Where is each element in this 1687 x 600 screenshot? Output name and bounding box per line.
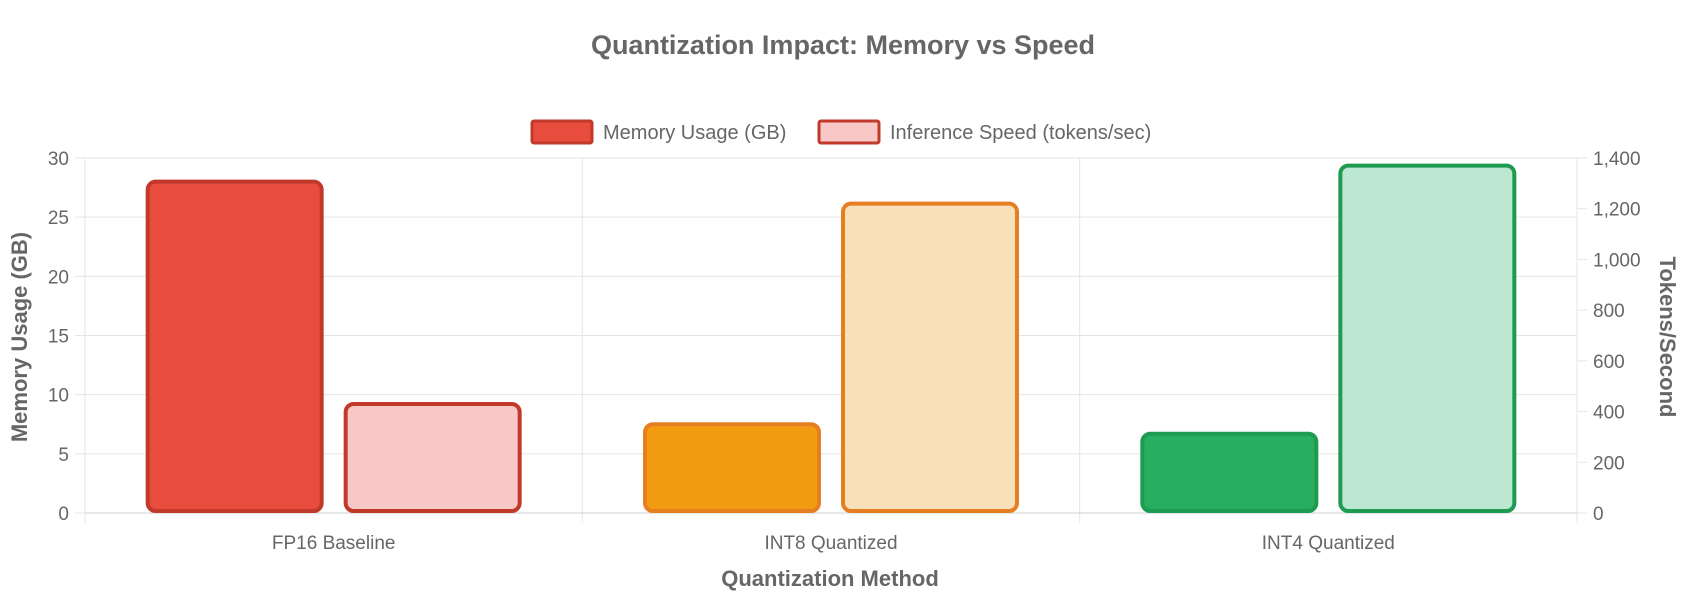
legend-swatch-memory: [530, 119, 594, 145]
bar-memory-2[interactable]: [643, 422, 821, 513]
y-left-tick-label: 20: [48, 267, 69, 288]
x-tick-label: INT4 Quantized: [1262, 533, 1395, 554]
y-right-tick-label: 1,400: [1593, 149, 1641, 170]
y-right-tick-label: 800: [1593, 301, 1625, 322]
y-right-tick-label: 1,000: [1593, 250, 1641, 271]
legend: Memory Usage (GB) Inference Speed (token…: [530, 119, 1151, 145]
y-left-tick-label: 15: [48, 327, 69, 348]
bar-speed-2[interactable]: [841, 201, 1019, 513]
bar-memory-1[interactable]: [145, 179, 324, 514]
x-tick-label: FP16 Baseline: [272, 533, 396, 554]
y-left-tick-label: 25: [48, 208, 69, 229]
y-right-tick-label: 600: [1593, 352, 1625, 373]
bar-speed-3[interactable]: [1338, 163, 1517, 513]
bars: [145, 163, 1517, 514]
y-left-tick-label: 30: [48, 149, 69, 170]
bar-memory-3[interactable]: [1140, 431, 1319, 514]
legend-label-memory: Memory Usage (GB): [603, 122, 786, 144]
y-right-tick-label: 1,200: [1593, 200, 1641, 221]
y-left-tick-label: 10: [48, 386, 69, 407]
y-left-axis-title: Memory Usage (GB): [7, 232, 32, 442]
y-right-axis-title: Tokens/Second: [1655, 257, 1680, 418]
chart-title: Quantization Impact: Memory vs Speed: [591, 30, 1095, 60]
y-right-tick-label: 400: [1593, 403, 1625, 424]
bar-speed-1[interactable]: [343, 401, 522, 514]
legend-item-speed[interactable]: Inference Speed (tokens/sec): [817, 119, 1151, 145]
y-right-tick-label: 200: [1593, 453, 1625, 474]
legend-swatch-speed: [817, 119, 881, 145]
grid: [75, 157, 1587, 523]
y-left-tick-label: 5: [58, 445, 69, 466]
legend-label-speed: Inference Speed (tokens/sec): [890, 122, 1151, 144]
legend-item-memory[interactable]: Memory Usage (GB): [530, 119, 786, 145]
tick-labels: 0 5 10 15 20 25 30 0 200 400 600 800 1,000 1,200 1,400…: [48, 149, 1641, 554]
x-axis-title: Quantization Method: [721, 566, 939, 591]
x-tick-label: INT8 Quantized: [764, 533, 897, 554]
y-left-tick-label: 0: [58, 504, 69, 525]
y-right-tick-label: 0: [1593, 504, 1604, 525]
